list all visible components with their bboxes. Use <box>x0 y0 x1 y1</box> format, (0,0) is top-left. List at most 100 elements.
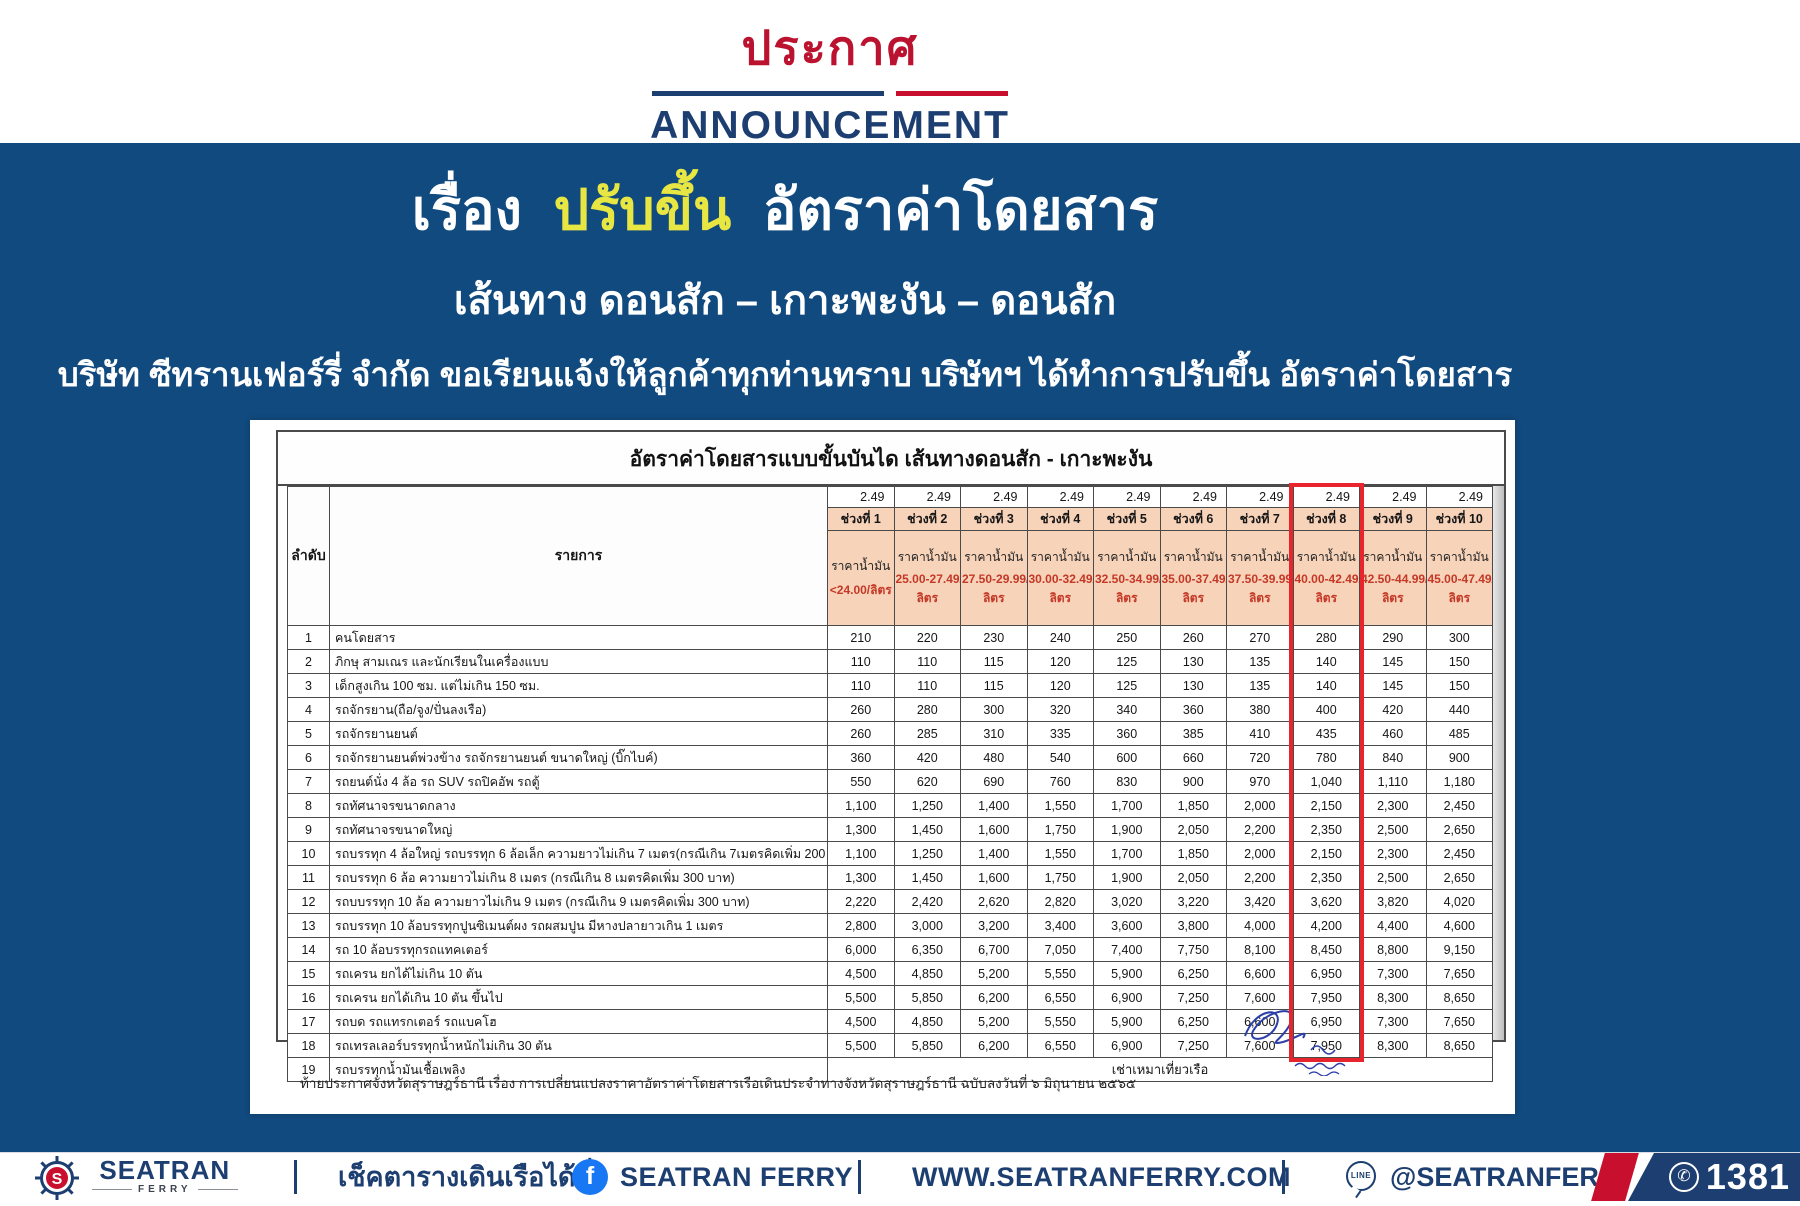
fare-cell: 550 <box>827 769 895 794</box>
fare-cell: 1,250 <box>893 841 961 866</box>
fare-cell: 1,300 <box>827 865 895 890</box>
fare-cell: 2,300 <box>1359 841 1427 866</box>
fare-cell: 2,150 <box>1292 841 1360 866</box>
rate-head-0: 2.49 <box>827 486 895 508</box>
underline-blue <box>652 91 884 96</box>
row-no: 14 <box>287 937 330 962</box>
fare-cell: 3,020 <box>1093 889 1161 914</box>
rate-head-6: 2.49 <box>1226 486 1294 508</box>
fare-cell: 250 <box>1093 625 1161 650</box>
fare-cell: 5,200 <box>960 1009 1028 1034</box>
row-no: 7 <box>287 769 330 794</box>
fare-cell: 380 <box>1226 697 1294 722</box>
fare-cell: 300 <box>1425 625 1493 650</box>
fare-cell: 1,300 <box>827 817 895 842</box>
fare-document-card: อัตราค่าโดยสารแบบขั้นบันได เส้นทางดอนสัก… <box>250 420 1515 1114</box>
fare-cell: 7,650 <box>1425 1009 1493 1034</box>
row-no: 18 <box>287 1033 330 1058</box>
row-no: 5 <box>287 721 330 746</box>
rate-head-9: 2.49 <box>1425 486 1493 508</box>
facebook-icon[interactable]: f <box>572 1159 608 1195</box>
fare-cell: 1,600 <box>960 817 1028 842</box>
line-icon[interactable]: LINE <box>1346 1161 1376 1191</box>
row-no: 1 <box>287 625 330 650</box>
fare-cell: 140 <box>1292 649 1360 674</box>
rate-head-3: 2.49 <box>1026 486 1094 508</box>
period-fuel-3: ราคาน้ำมัน 30.00-32.49/ลิตร <box>1026 530 1094 626</box>
fare-cell: 1,450 <box>893 865 961 890</box>
row-no: 10 <box>287 841 330 866</box>
fare-cell: 2,620 <box>960 889 1028 914</box>
fare-cell: 320 <box>1026 697 1094 722</box>
document-title: อัตราค่าโดยสารแบบขั้นบันได เส้นทางดอนสัก… <box>278 432 1504 486</box>
fare-cell: 1,600 <box>960 865 1028 890</box>
fare-cell: 1,550 <box>1026 841 1094 866</box>
fare-cell: 1,900 <box>1093 865 1161 890</box>
fare-cell: 6,350 <box>893 937 961 962</box>
fare-cell: 760 <box>1026 769 1094 794</box>
period-fuel-5: ราคาน้ำมัน 35.00-37.49/ลิตร <box>1159 530 1227 626</box>
fare-cell: 135 <box>1226 673 1294 698</box>
fare-cell: 2,450 <box>1425 841 1493 866</box>
rate-head-7: 2.49 <box>1292 486 1360 508</box>
fare-cell: 4,850 <box>893 961 961 986</box>
fare-cell: 120 <box>1026 649 1094 674</box>
fare-cell: 1,180 <box>1425 769 1493 794</box>
fare-cell: 1,100 <box>827 841 895 866</box>
fare-cell: 2,500 <box>1359 817 1427 842</box>
fare-cell: 130 <box>1159 673 1227 698</box>
fare-cell: 1,040 <box>1292 769 1360 794</box>
fare-cell: 2,220 <box>827 889 895 914</box>
fare-cell: 1,750 <box>1026 865 1094 890</box>
phone-number[interactable]: 1381 <box>1705 1156 1790 1197</box>
blue-inner: เรื่อง ปรับขึ้น อัตราค่าโดยสาร เส้นทาง ด… <box>0 143 1570 401</box>
fare-cell: 270 <box>1226 625 1294 650</box>
fare-cell: 125 <box>1093 649 1161 674</box>
fare-cell: 1,400 <box>960 793 1028 818</box>
fare-cell: 4,850 <box>893 1009 961 1034</box>
row-no: 13 <box>287 913 330 938</box>
row-no: 16 <box>287 985 330 1010</box>
fare-cell: 4,600 <box>1425 913 1493 938</box>
fare-table: ลำดับ รายการ 2.49 2.49 2.49 2.49 2.49 2.49 2.49 2… <box>287 486 1493 1082</box>
fare-cell: 7,750 <box>1159 937 1227 962</box>
fare-cell: 3,000 <box>893 913 961 938</box>
page-edge-shadow <box>1492 486 1504 1040</box>
website-url[interactable]: WWW.SEATRANFERRY.COM <box>912 1162 1291 1192</box>
footer-bar: S SEATRAN FERRY เช็คตารางเดินเรือได้ที่ … <box>0 1152 1800 1201</box>
fare-cell: 2,000 <box>1226 793 1294 818</box>
fare-cell: 240 <box>1026 625 1094 650</box>
fare-cell: 290 <box>1359 625 1427 650</box>
fare-cell: 830 <box>1093 769 1161 794</box>
facebook-page-name[interactable]: SEATRAN FERRY <box>620 1162 854 1192</box>
seatran-logo: SEATRAN FERRY <box>92 1157 238 1195</box>
fare-cell: 145 <box>1359 673 1427 698</box>
logo-sub-row: FERRY <box>92 1184 238 1195</box>
fare-cell: 1,250 <box>893 793 961 818</box>
footer-divider-3 <box>1282 1160 1285 1194</box>
row-no: 17 <box>287 1009 330 1034</box>
fare-cell: 5,900 <box>1093 961 1161 986</box>
fare-cell: 6,200 <box>960 985 1028 1010</box>
schedule-label: เช็คตารางเดินเรือได้ที่ <box>338 1162 594 1192</box>
document-footnote: ท้ายประกาศจังหวัดสุราษฎร์ธานี เรื่อง การ… <box>300 1076 1137 1091</box>
row-no: 9 <box>287 817 330 842</box>
period-fuel-4: ราคาน้ำมัน 32.50-34.99/ลิตร <box>1093 530 1161 626</box>
row-item: รถบรรทุกน้ำมันเชื้อเพลิง <box>329 1057 828 1082</box>
fare-cell: 7,650 <box>1425 961 1493 986</box>
fare-cell: 5,500 <box>827 985 895 1010</box>
fare-cell: 7,600 <box>1226 985 1294 1010</box>
fare-cell: 260 <box>1159 625 1227 650</box>
rate-head-4: 2.49 <box>1093 486 1161 508</box>
signature-scribble <box>1225 998 1375 1081</box>
fare-cell: 5,500 <box>827 1033 895 1058</box>
detail-line: บริษัท ซีทรานเฟอร์รี่ จำกัด ขอเรียนแจ้งใ… <box>57 356 1513 393</box>
fare-cell: 280 <box>1292 625 1360 650</box>
fare-cell: 6,550 <box>1026 985 1094 1010</box>
fare-cell: 5,850 <box>893 985 961 1010</box>
row-item: ภิกษุ สามเณร และนักเรียนในเครื่องแบบ <box>329 649 828 674</box>
fare-cell: 460 <box>1359 721 1427 746</box>
fare-cell: 620 <box>893 769 961 794</box>
fare-cell: 230 <box>960 625 1028 650</box>
row-item: รถบด รถแทรกเตอร์ รถแบคโฮ <box>329 1009 828 1034</box>
